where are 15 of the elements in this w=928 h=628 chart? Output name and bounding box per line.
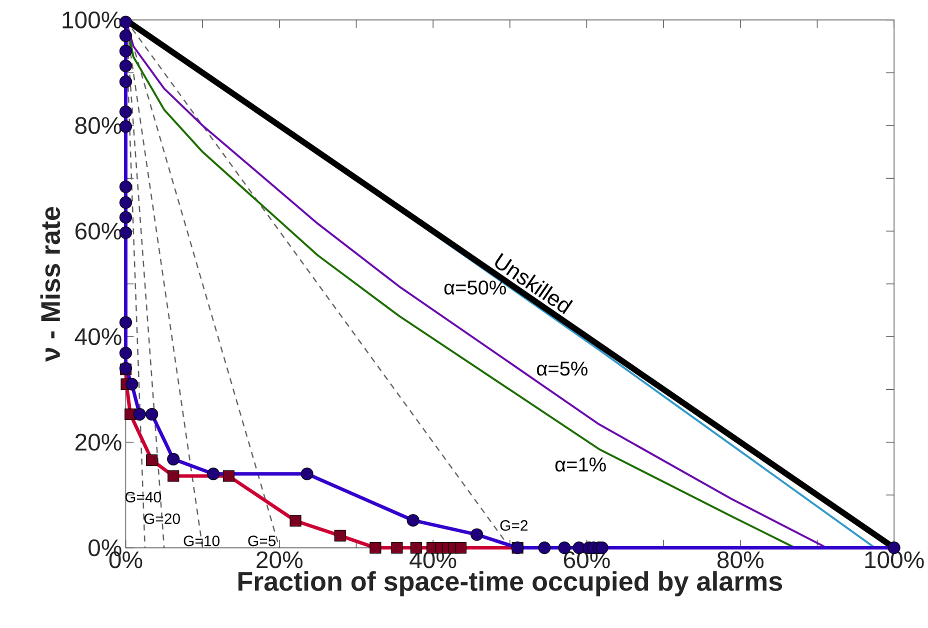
x-tick-label: 20% [256, 552, 302, 568]
x-axis-title: Fraction of space-time occupied by alarms [238, 571, 782, 596]
annotation: α=1% [555, 458, 606, 472]
annotation: G=2 [500, 520, 528, 531]
y-tick-label: 20% [75, 434, 122, 451]
annotation: G=10 [184, 536, 220, 546]
x-tick-label: 100% [865, 552, 924, 568]
y-tick-label: 40% [74, 328, 122, 346]
y-tick-label: 100% [62, 12, 122, 29]
y-tick-label: 60% [75, 222, 122, 240]
annotation: G=5 [248, 536, 276, 546]
y-axis-title: ν - Miss rate [40, 207, 60, 362]
annotation: G=20 [144, 514, 180, 524]
x-tick-label: 80% [717, 552, 764, 568]
annotation: α=5% [536, 362, 588, 376]
